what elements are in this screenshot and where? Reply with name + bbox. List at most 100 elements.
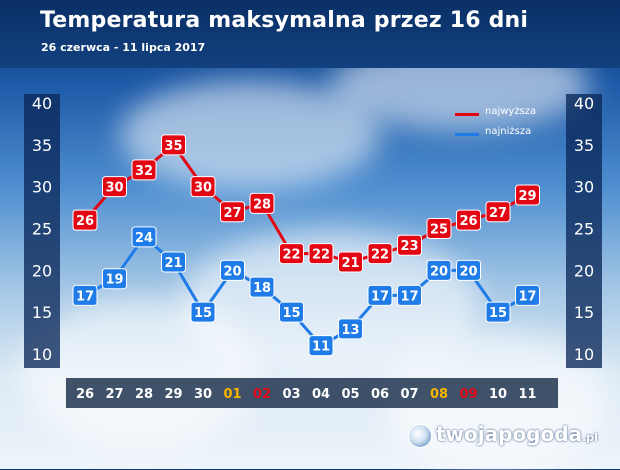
data-label-low: 18	[253, 281, 271, 296]
data-label-high: 30	[105, 181, 123, 196]
data-label-low: 15	[194, 306, 212, 321]
series-line-low	[84, 235, 529, 348]
data-label-high: 29	[518, 189, 536, 204]
y-tick-label-right: 20	[574, 261, 594, 280]
data-label-low: 15	[282, 306, 300, 321]
x-tick-label: 06	[371, 387, 389, 402]
data-point-high	[397, 234, 422, 256]
y-tick-label-left: 25	[32, 220, 52, 239]
data-point-high	[102, 176, 127, 198]
data-label-low: 17	[518, 289, 536, 304]
data-point-low	[456, 259, 481, 281]
data-point-low	[249, 276, 275, 298]
data-point-high	[485, 201, 511, 223]
legend-item-low: najniższa	[455, 126, 575, 142]
x-tick-label: 10	[489, 387, 507, 402]
data-point-low	[72, 284, 98, 306]
data-point-high	[426, 218, 452, 239]
data-point-high	[308, 243, 334, 265]
x-tick-label: 01	[223, 387, 241, 402]
data-point-low	[308, 335, 334, 357]
logo-tld: .pl	[582, 431, 598, 444]
data-point-high	[367, 243, 393, 265]
x-tick-label: 09	[459, 387, 477, 402]
x-tick-label: 28	[135, 387, 153, 402]
data-label-low: 24	[135, 231, 153, 246]
data-point-low	[102, 268, 127, 290]
chart-subtitle: 26 czerwca - 11 lipca 2017	[41, 41, 206, 54]
series-line-high	[83, 143, 529, 264]
data-point-high	[515, 184, 540, 206]
data-label-high: 22	[371, 248, 389, 263]
data-point-low	[161, 251, 186, 273]
data-label-high: 22	[282, 248, 300, 263]
legend-label-low: najniższa	[485, 126, 532, 137]
data-label-high: 26	[459, 214, 477, 229]
x-tick-label: 30	[194, 387, 212, 402]
y-tick-label-right: 10	[574, 345, 594, 364]
data-point-low	[515, 284, 540, 306]
x-tick-label: 04	[312, 387, 330, 402]
data-label-high: 32	[135, 164, 153, 179]
data-point-low	[131, 226, 157, 248]
legend-item-high: najwyższa	[455, 106, 575, 122]
y-tick-label-left: 35	[32, 136, 52, 155]
legend-label-high: najwyższa	[485, 106, 537, 117]
y-tick-label-right: 30	[574, 178, 594, 197]
logo-text: twojapogoda.pl	[436, 422, 598, 446]
data-point-low	[485, 301, 511, 323]
header-band	[0, 0, 620, 68]
y-tick-label-right: 40	[574, 94, 594, 113]
y-tick-label-left: 15	[32, 303, 52, 322]
data-point-low	[338, 318, 363, 340]
data-label-high: 30	[194, 181, 212, 196]
data-point-low	[397, 284, 422, 306]
data-label-high: 23	[400, 239, 418, 254]
y-tick-label-right: 25	[574, 220, 594, 239]
data-point-high	[131, 159, 157, 181]
data-label-low: 15	[489, 306, 507, 321]
data-point-low	[279, 301, 304, 323]
data-label-low: 11	[312, 340, 330, 355]
data-label-high: 22	[312, 248, 330, 263]
y-tick-label-left: 10	[32, 345, 52, 364]
data-label-high: 27	[223, 206, 241, 221]
logo: twojapogoda.pl	[408, 422, 608, 452]
logo-icon	[408, 424, 432, 448]
x-tick-label: 29	[164, 387, 182, 402]
y-tick-label-left: 30	[32, 178, 52, 197]
data-point-low	[220, 259, 245, 281]
data-label-high: 27	[489, 206, 507, 221]
data-label-low: 17	[76, 289, 94, 304]
x-tick-label: 07	[400, 387, 418, 402]
y-axis-band-right	[566, 94, 602, 368]
x-tick-label: 05	[341, 387, 359, 402]
data-point-high	[161, 134, 186, 156]
x-tick-label: 26	[76, 387, 94, 402]
legend-swatch-low	[455, 133, 479, 136]
data-label-low: 19	[105, 273, 123, 288]
data-point-high	[220, 201, 245, 223]
x-tick-label: 02	[253, 387, 271, 402]
x-axis-band	[66, 378, 558, 408]
data-label-low: 17	[371, 289, 389, 304]
logo-name: twojapogoda	[436, 422, 583, 446]
x-tick-label: 03	[282, 387, 300, 402]
data-label-low: 17	[400, 289, 418, 304]
data-label-low: 21	[164, 256, 182, 271]
data-point-high	[190, 176, 216, 198]
data-point-high	[456, 209, 481, 231]
legend-swatch-high	[455, 113, 479, 116]
data-point-high	[72, 209, 98, 231]
data-label-high: 25	[430, 223, 448, 238]
data-label-low: 20	[459, 264, 477, 279]
chart-title: Temperatura maksymalna przez 16 dni	[40, 8, 529, 33]
x-tick-label: 27	[105, 387, 123, 402]
data-label-low: 20	[223, 264, 241, 279]
x-tick-label: 11	[518, 387, 536, 402]
data-point-high	[279, 243, 304, 265]
data-label-high: 26	[76, 214, 94, 229]
y-tick-label-right: 35	[574, 136, 594, 155]
y-tick-label-left: 40	[32, 94, 52, 113]
